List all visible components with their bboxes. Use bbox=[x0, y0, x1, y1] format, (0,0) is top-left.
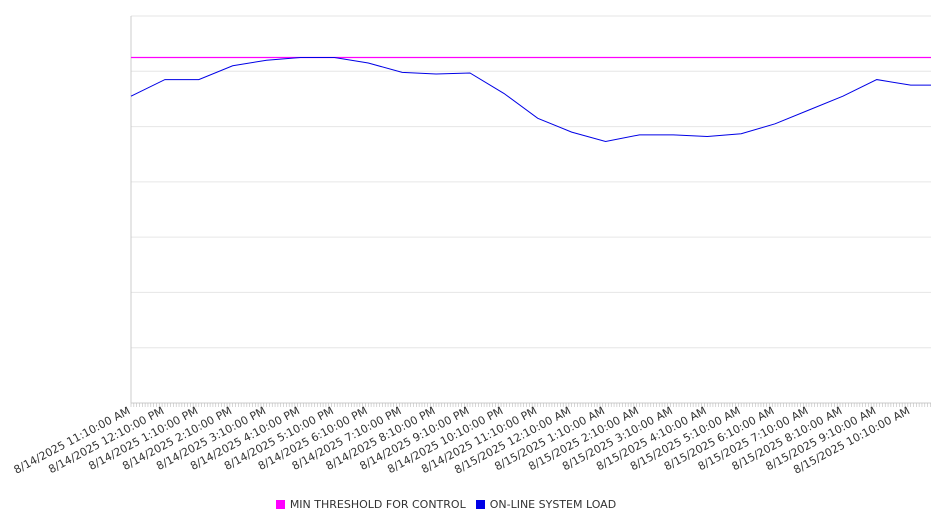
legend-swatch-system-load bbox=[475, 500, 485, 509]
x-tick-labels: 8/14/2025 11:10:00 AM8/14/2025 12:10:00 … bbox=[12, 404, 912, 476]
axes bbox=[130, 16, 931, 407]
legend-item-system-load[interactable]: ON-LINE SYSTEM LOAD bbox=[475, 498, 617, 511]
series-lines bbox=[130, 56, 931, 143]
legend-label-threshold: MIN THRESHOLD FOR CONTROL bbox=[289, 498, 466, 511]
legend-item-threshold[interactable]: MIN THRESHOLD FOR CONTROL bbox=[275, 498, 466, 511]
legend: MIN THRESHOLD FOR CONTROL ON-LINE SYSTEM… bbox=[0, 498, 892, 511]
series-line-system-load[interactable] bbox=[130, 56, 931, 143]
grid-lines bbox=[131, 15, 931, 349]
legend-swatch-threshold bbox=[275, 500, 285, 509]
legend-label-system-load: ON-LINE SYSTEM LOAD bbox=[489, 498, 617, 511]
